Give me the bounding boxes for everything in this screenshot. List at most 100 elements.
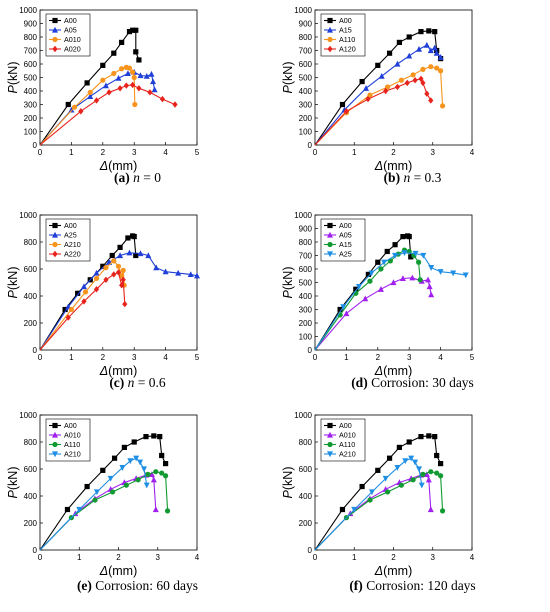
y-tick-label: 1000 xyxy=(19,211,37,220)
data-point xyxy=(145,471,151,477)
panel-a: 0 100 200 300 400 500 600 700 800 900 1000 0 1 2 3 4 5 Δ(… xyxy=(0,0,275,205)
legend-entry: A00 xyxy=(64,221,77,230)
data-point xyxy=(462,272,469,279)
x-tick-label: 1 xyxy=(352,553,357,562)
data-point xyxy=(93,97,100,104)
legend-entry: A00 xyxy=(339,421,352,430)
data-point xyxy=(412,77,418,84)
y-tick-label: 0 xyxy=(308,141,313,150)
data-point xyxy=(398,482,404,488)
x-tick-label: 4 xyxy=(163,353,168,362)
series-line xyxy=(39,435,167,551)
data-point xyxy=(100,467,106,473)
y-tick-label: 600 xyxy=(299,465,313,474)
data-point xyxy=(126,249,133,256)
data-point xyxy=(100,62,106,68)
data-point xyxy=(428,291,435,298)
data-point xyxy=(365,271,371,277)
legend-marker xyxy=(327,222,333,229)
data-point xyxy=(339,101,346,108)
legend-entry: A010 xyxy=(64,431,81,440)
data-point xyxy=(159,95,166,103)
data-point xyxy=(362,295,369,302)
data-point xyxy=(159,452,165,459)
data-point xyxy=(420,66,426,72)
data-point xyxy=(137,459,144,466)
x-tick-label: 0 xyxy=(38,353,43,362)
series-A00 xyxy=(314,233,414,351)
data-point xyxy=(398,77,404,83)
x-tick-label: 0 xyxy=(313,553,318,562)
legend-marker xyxy=(327,26,333,33)
data-point xyxy=(375,62,381,68)
data-point xyxy=(137,72,144,79)
x-tick-label: 1 xyxy=(69,148,74,157)
legend-marker xyxy=(327,441,333,448)
data-point xyxy=(93,275,100,282)
legend-entry: A00 xyxy=(339,221,352,230)
y-axis-label: P(kN) xyxy=(281,467,295,499)
data-point xyxy=(107,475,114,482)
data-point xyxy=(381,259,388,266)
series-line xyxy=(39,71,156,146)
legend-entry: A25 xyxy=(339,250,352,259)
data-point xyxy=(131,234,137,240)
data-point xyxy=(438,461,444,467)
y-tick-label: 900 xyxy=(299,19,313,28)
legend-entry: A05 xyxy=(339,231,352,240)
data-point xyxy=(71,104,78,110)
data-point xyxy=(390,279,397,286)
data-point xyxy=(93,489,100,496)
data-point xyxy=(131,74,137,81)
y-tick-label: 200 xyxy=(24,319,38,328)
data-point xyxy=(135,477,141,483)
series-line xyxy=(314,78,432,146)
x-tick-label: 2 xyxy=(101,148,106,157)
series-line xyxy=(314,473,432,551)
series-A010 xyxy=(39,64,138,146)
series-line xyxy=(314,30,442,146)
x-tick-label: 4 xyxy=(195,553,200,562)
data-point xyxy=(127,458,134,465)
data-point xyxy=(162,268,169,275)
data-point xyxy=(351,506,358,513)
data-point xyxy=(143,434,149,440)
data-point xyxy=(65,101,71,108)
panel-e: 0 200 400 600 800 1000 0 1 2 3 4 Δ(mm) P(kN) A00 A010 A… xyxy=(0,405,275,612)
data-point xyxy=(420,79,426,87)
data-point xyxy=(408,455,415,462)
data-point xyxy=(141,466,148,473)
series-A00 xyxy=(39,27,142,146)
legend-marker xyxy=(52,441,58,448)
y-tick-label: 0 xyxy=(33,546,38,555)
data-point xyxy=(81,298,87,305)
legend-marker xyxy=(327,231,333,238)
caption-c-symbol: n xyxy=(127,375,135,390)
data-point xyxy=(432,29,438,35)
data-point xyxy=(92,497,98,503)
data-point xyxy=(420,471,426,477)
data-point xyxy=(378,72,385,79)
data-point xyxy=(375,259,381,265)
series-line xyxy=(39,473,157,551)
x-axis-label: Δ(mm) xyxy=(374,159,413,173)
caption-a: (a) n = 0 xyxy=(0,170,275,186)
data-point xyxy=(117,244,123,250)
series-A110 xyxy=(314,469,446,551)
data-point xyxy=(385,84,391,90)
data-point xyxy=(76,506,83,513)
series-line xyxy=(39,271,126,351)
x-tick-label: 2 xyxy=(101,353,106,362)
data-point xyxy=(359,483,365,490)
series-A210 xyxy=(39,258,127,351)
series-line xyxy=(314,277,432,351)
y-tick-label: 500 xyxy=(299,73,313,82)
data-point xyxy=(164,508,171,514)
x-tick-label: 5 xyxy=(195,353,200,362)
x-tick-label: 3 xyxy=(431,148,436,157)
caption-e-text: Corrosion: 60 days xyxy=(95,578,199,593)
data-point xyxy=(172,101,178,108)
y-tick-label: 600 xyxy=(299,265,313,274)
